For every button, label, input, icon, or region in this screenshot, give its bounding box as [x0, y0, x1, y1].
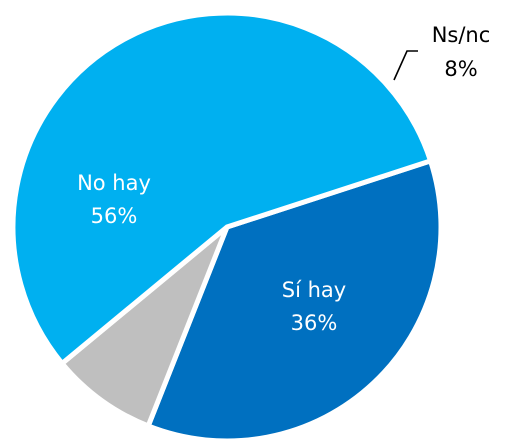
pie-slice-no-hay [10, 10, 434, 367]
slice-value-si-hay: 36% [291, 311, 338, 335]
leader-line-ns-nc [393, 50, 418, 81]
pie-slice-s-hay [144, 157, 444, 443]
slice-label-ns-nc: Ns/nc [432, 23, 491, 47]
slice-label-no-hay: No hay [77, 171, 151, 195]
pie-slices [10, 10, 444, 443]
slice-value-no-hay: 56% [91, 204, 138, 228]
slice-value-ns-nc: 8% [444, 57, 477, 81]
slice-label-si-hay: Sí hay [282, 278, 346, 302]
